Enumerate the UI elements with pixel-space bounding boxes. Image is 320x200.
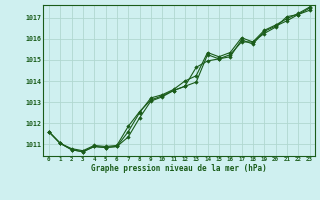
X-axis label: Graphe pression niveau de la mer (hPa): Graphe pression niveau de la mer (hPa) — [91, 164, 267, 173]
